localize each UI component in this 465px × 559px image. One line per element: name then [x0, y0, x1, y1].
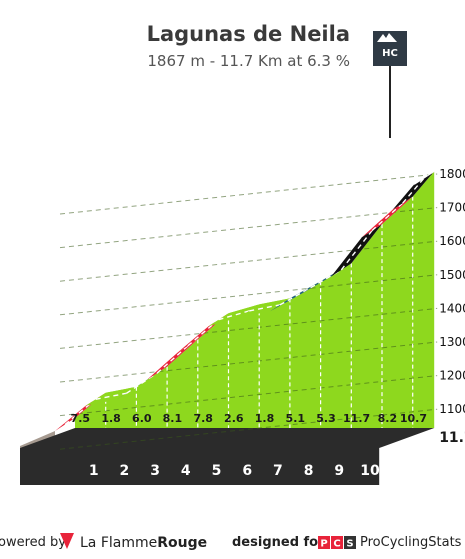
km-label-7: 7 — [273, 463, 283, 479]
elevation-gridlines — [59, 173, 438, 450]
km-label-10: 10 — [360, 463, 380, 479]
km-drop-lines — [105, 196, 414, 428]
gradient-label-km-1: 7.5 — [71, 412, 91, 425]
gradient-label-km-6: 2.6 — [224, 412, 244, 425]
km-label-1: 1 — [89, 463, 99, 479]
road-segment-km-10 — [331, 224, 382, 277]
road-center-line-km-5 — [187, 319, 219, 347]
gridline-1700 — [59, 207, 438, 249]
gradient-label-km-3: 6.0 — [132, 412, 152, 425]
gradient-label-km-5: 7.8 — [193, 412, 213, 425]
la-flamme-rouge-logo-icon — [60, 533, 74, 549]
gridline-1300 — [59, 341, 438, 383]
km-label-6: 6 — [242, 463, 252, 479]
gradient-label-km-10: 11.7 — [343, 412, 370, 425]
road-center-line-km-1 — [64, 398, 97, 426]
gradient-label-km-11.7: 10.7 — [400, 412, 427, 425]
base-band-top — [20, 428, 435, 448]
gradient-label-km-8: 5.1 — [286, 412, 306, 425]
mountain-icon — [377, 33, 397, 42]
elevation-label-1200: 1200m — [439, 369, 465, 383]
gridline-1500 — [59, 274, 438, 316]
gradient-label-km-7: 1.8 — [255, 412, 275, 425]
base-band-front — [20, 448, 380, 485]
gridline-1100 — [59, 408, 438, 450]
km-label-8: 8 — [304, 463, 314, 479]
km-label-11: 11 — [391, 463, 410, 479]
designed-for-text: designed for — [232, 535, 325, 550]
gridline-1200 — [59, 375, 438, 417]
pcs-letter-p: P — [320, 539, 327, 550]
gradient-label-km-9: 5.3 — [316, 412, 336, 425]
road-segment-km-11.7 — [392, 171, 435, 210]
pcs-logo-icon: P C S — [318, 536, 356, 549]
pcs-letter-c: C — [333, 539, 340, 550]
elevation-label-1100: 1100m — [439, 402, 465, 416]
road-center-line-km-11 — [371, 202, 404, 232]
gradient-label-km-2: 1.8 — [101, 412, 121, 425]
gridline-1800 — [59, 173, 438, 215]
road-segment-km-6 — [208, 304, 260, 327]
elevation-label-1400: 1400m — [439, 301, 465, 315]
road-segment-km-2 — [85, 386, 137, 406]
hc-badge-label: HC — [382, 48, 398, 59]
km-label-4: 4 — [181, 463, 191, 479]
road-segment-km-7 — [239, 298, 290, 318]
pcs-letter-s: S — [346, 539, 353, 550]
road-center-line-km-11.7 — [402, 177, 425, 204]
gradient-label-km-11: 8.2 — [378, 412, 398, 425]
road-top-segments — [55, 170, 435, 431]
elevation-label-1600: 1600m — [439, 234, 465, 248]
km-label-9: 9 — [334, 463, 344, 479]
brand-bold-text: Rouge — [157, 535, 208, 551]
elevation-label-1300: 1300m — [439, 335, 465, 349]
footer: owered by La FlammeRouge designed for P … — [0, 527, 465, 559]
elevation-label-1500: 1500m — [439, 268, 465, 282]
gridline-1400 — [59, 307, 438, 349]
profile-labels: 1100m 1200m 1300m 1400m 1500m 1600m 1700m 1800m… — [71, 167, 465, 479]
road-center-line-km-4 — [156, 345, 189, 374]
total-distance-label: 11.7 — [439, 430, 465, 446]
km-label-5: 5 — [212, 463, 222, 479]
elevation-label-1800: 1800m — [439, 167, 465, 181]
gridline-1600 — [59, 240, 438, 282]
summit-edge — [413, 170, 435, 185]
km-label-2: 2 — [120, 463, 130, 479]
profile-green-face — [75, 171, 435, 428]
powered-by-text: owered by — [0, 535, 66, 550]
road-center-line-km-3 — [126, 372, 158, 394]
brand-light-text: La Flamme — [80, 535, 158, 551]
gradient-label-km-4: 8.1 — [163, 412, 183, 425]
profile-back-layer — [20, 171, 435, 485]
hc-category-badge: HC — [373, 31, 407, 138]
km-label-3: 3 — [150, 463, 160, 479]
chart-title: Lagunas de Neila — [147, 22, 350, 46]
road-center-line-km-8 — [279, 287, 311, 306]
procyclingstats-name: ProCyclingStats — [360, 535, 462, 550]
la-flamme-rouge-name: La FlammeRouge — [80, 535, 207, 551]
chart-subtitle: 1867 m - 11.7 Km at 6.3 % — [147, 52, 350, 70]
elevation-label-1700: 1700m — [439, 201, 465, 215]
